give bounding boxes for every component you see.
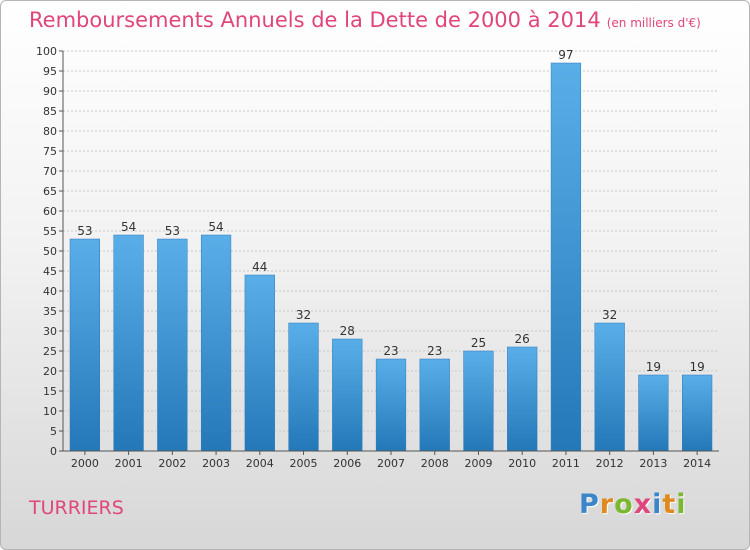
brand-logo: Proxiti xyxy=(579,489,687,520)
bar xyxy=(463,350,494,452)
bar xyxy=(638,374,669,452)
y-tick-label: 75 xyxy=(43,145,57,158)
y-tick-label: 20 xyxy=(43,365,57,378)
bar xyxy=(157,238,188,452)
bar xyxy=(113,234,144,452)
x-tick-label: 2013 xyxy=(639,457,667,470)
data-label: 28 xyxy=(340,324,355,338)
bar xyxy=(419,358,450,452)
chart-title: Remboursements Annuels de la Dette de 20… xyxy=(29,8,701,32)
data-label: 32 xyxy=(602,308,617,322)
brand-letter: t xyxy=(662,489,677,520)
y-tick-label: 85 xyxy=(43,105,57,118)
bar xyxy=(594,322,625,452)
data-label: 19 xyxy=(689,360,704,374)
data-label: 53 xyxy=(77,224,92,238)
y-tick-label: 55 xyxy=(43,225,57,238)
chart-title-text: Remboursements Annuels de la Dette de 20… xyxy=(29,8,601,32)
x-tick-label: 2003 xyxy=(202,457,230,470)
y-tick-label: 35 xyxy=(43,305,57,318)
y-tick-label: 50 xyxy=(43,245,57,258)
y-tick-label: 70 xyxy=(43,165,57,178)
y-tick-label: 45 xyxy=(43,265,57,278)
y-tick-label: 95 xyxy=(43,65,57,78)
brand-letter: r xyxy=(599,489,615,520)
brand-letter: P xyxy=(579,489,600,520)
bar xyxy=(682,374,713,452)
y-tick-label: 80 xyxy=(43,125,57,138)
bar xyxy=(332,338,363,452)
y-tick-label: 60 xyxy=(43,205,57,218)
y-tick-label: 90 xyxy=(43,85,57,98)
y-tick-label: 10 xyxy=(43,405,57,418)
data-label: 54 xyxy=(208,220,223,234)
chart-subtitle: (en milliers d'€) xyxy=(606,16,701,30)
data-label: 44 xyxy=(252,260,267,274)
bar xyxy=(375,358,407,452)
bar xyxy=(200,234,232,452)
bar xyxy=(244,274,275,452)
y-tick-label: 5 xyxy=(50,425,57,438)
bar xyxy=(550,62,582,452)
y-tick-label: 40 xyxy=(43,285,57,298)
bar xyxy=(288,322,319,452)
y-tick-label: 100 xyxy=(36,45,57,58)
x-tick-label: 2007 xyxy=(377,457,405,470)
data-labels: 53 54 53 54 44 32 28 23 23 25 26 97 32 19 19 xyxy=(77,48,705,374)
y-tick-label: 30 xyxy=(43,325,57,338)
x-tick-label: 2005 xyxy=(290,457,318,470)
x-tick-label: 2006 xyxy=(333,457,361,470)
y-tick-label: 65 xyxy=(43,185,57,198)
x-tick-label: 2014 xyxy=(683,457,711,470)
brand-letter: i xyxy=(652,489,663,520)
brand-letter: x xyxy=(633,489,653,520)
axes xyxy=(62,51,719,452)
brand-letter: i xyxy=(676,489,687,520)
x-tick-label: 2012 xyxy=(596,457,624,470)
y-tick-label: 25 xyxy=(43,345,57,358)
data-label: 32 xyxy=(296,308,311,322)
y-axis-ticks: 0 5 10 15 20 25 30 35 40 45 50 55 60 65 70 75 80 85 90 95 10… xyxy=(36,45,63,458)
data-label: 19 xyxy=(646,360,661,374)
data-label: 97 xyxy=(558,48,573,62)
x-axis-ticks: 2000 2001 2002 2003 2004 2005 2006 2007 2008 2009… xyxy=(71,451,711,470)
x-tick-label: 2000 xyxy=(71,457,99,470)
commune-name: TURRIERS xyxy=(29,497,124,519)
y-tick-label: 15 xyxy=(43,385,57,398)
bars xyxy=(69,62,713,452)
x-tick-label: 2002 xyxy=(158,457,186,470)
data-label: 23 xyxy=(383,344,398,358)
data-label: 53 xyxy=(165,224,180,238)
x-tick-label: 2011 xyxy=(552,457,580,470)
y-tick-label: 0 xyxy=(50,445,57,458)
bar xyxy=(69,238,100,452)
x-tick-label: 2004 xyxy=(246,457,274,470)
data-label: 25 xyxy=(471,336,486,350)
data-label: 23 xyxy=(427,344,442,358)
x-tick-label: 2010 xyxy=(508,457,536,470)
x-tick-label: 2008 xyxy=(421,457,449,470)
data-label: 26 xyxy=(515,332,530,346)
bar xyxy=(507,346,538,452)
x-tick-label: 2001 xyxy=(115,457,143,470)
brand-letter: o xyxy=(614,489,634,520)
x-tick-label: 2009 xyxy=(464,457,492,470)
data-label: 54 xyxy=(121,220,136,234)
